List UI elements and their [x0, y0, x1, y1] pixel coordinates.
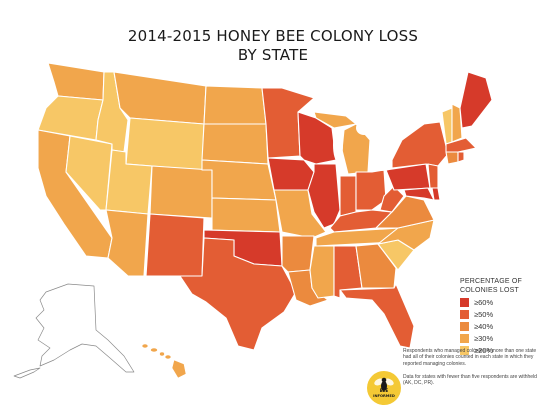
- footnote-withheld: Data for states with fewer than five res…: [403, 374, 537, 387]
- legend-swatch: [460, 298, 469, 307]
- state-illinois: [307, 163, 341, 229]
- legend-swatch: [460, 346, 469, 355]
- footnote-respondents: Respondents who managed colonies in more…: [403, 348, 537, 367]
- legend-swatch: [460, 310, 469, 319]
- state-new-mexico: [145, 213, 205, 277]
- map-title-line-1: 2014-2015 HONEY BEE COLONY LOSS: [127, 27, 419, 45]
- state-maine: [459, 71, 493, 129]
- legend-title-line-1: PERCENTAGE OF: [460, 278, 522, 285]
- bee-informed-logo: BEE INFORMED: [367, 371, 401, 405]
- lake-erie: [368, 165, 392, 171]
- state-montana: [113, 71, 207, 125]
- state-new-jersey: [427, 163, 439, 189]
- state-nebraska: [201, 159, 277, 201]
- legend-label: ≥20%: [474, 346, 494, 355]
- state-indiana: [339, 175, 357, 217]
- legend-label: ≥30%: [474, 334, 494, 343]
- state-new-york: [391, 121, 449, 169]
- state-west-virginia: [379, 185, 405, 213]
- state-arizona: [105, 209, 149, 277]
- state-colorado: [149, 165, 213, 219]
- legend-label: ≥60%: [474, 298, 494, 307]
- state-massachusetts: [445, 137, 477, 153]
- state-mississippi: [309, 245, 335, 299]
- state-wyoming: [125, 117, 205, 171]
- legend-swatch: [460, 334, 469, 343]
- state-florida: [339, 283, 415, 349]
- state-maryland: [403, 187, 435, 201]
- state-north-dakota: [203, 85, 267, 125]
- state-rhode-island: [457, 151, 465, 163]
- legend-title: PERCENTAGE OF COLONIES LOST: [460, 277, 544, 295]
- state-hawaii: [141, 343, 187, 379]
- legend-item-60: ≥60%: [460, 297, 493, 308]
- state-michigan-upper: [313, 111, 357, 129]
- legend-swatch: [460, 322, 469, 331]
- state-arkansas: [281, 235, 315, 273]
- state-texas: [179, 237, 297, 351]
- lake-huron: [356, 121, 372, 135]
- logo-text-line-2: INFORMED: [373, 394, 395, 398]
- map-title-line-2: BY STATE: [237, 46, 309, 64]
- legend-item-20: ≥20%: [460, 345, 493, 356]
- legend-title-line-2: COLONIES LOST: [460, 287, 520, 294]
- legend-item-50: ≥50%: [460, 309, 493, 320]
- state-kansas: [211, 197, 281, 233]
- logo-text-line-1: BEE: [380, 388, 389, 393]
- legend-label: ≥40%: [474, 322, 494, 331]
- lake-michigan: [333, 128, 343, 162]
- legend-label: ≥50%: [474, 310, 494, 319]
- state-connecticut: [445, 151, 459, 165]
- state-iowa: [267, 157, 315, 191]
- state-alaska: [13, 283, 135, 379]
- legend: ≥60% ≥50% ≥40% ≥30% ≥20%: [460, 297, 493, 357]
- state-washington: [47, 62, 105, 101]
- state-south-dakota: [201, 123, 269, 165]
- state-new-hampshire: [451, 103, 463, 143]
- legend-item-30: ≥30%: [460, 333, 493, 344]
- legend-item-40: ≥40%: [460, 321, 493, 332]
- state-delaware: [431, 187, 441, 201]
